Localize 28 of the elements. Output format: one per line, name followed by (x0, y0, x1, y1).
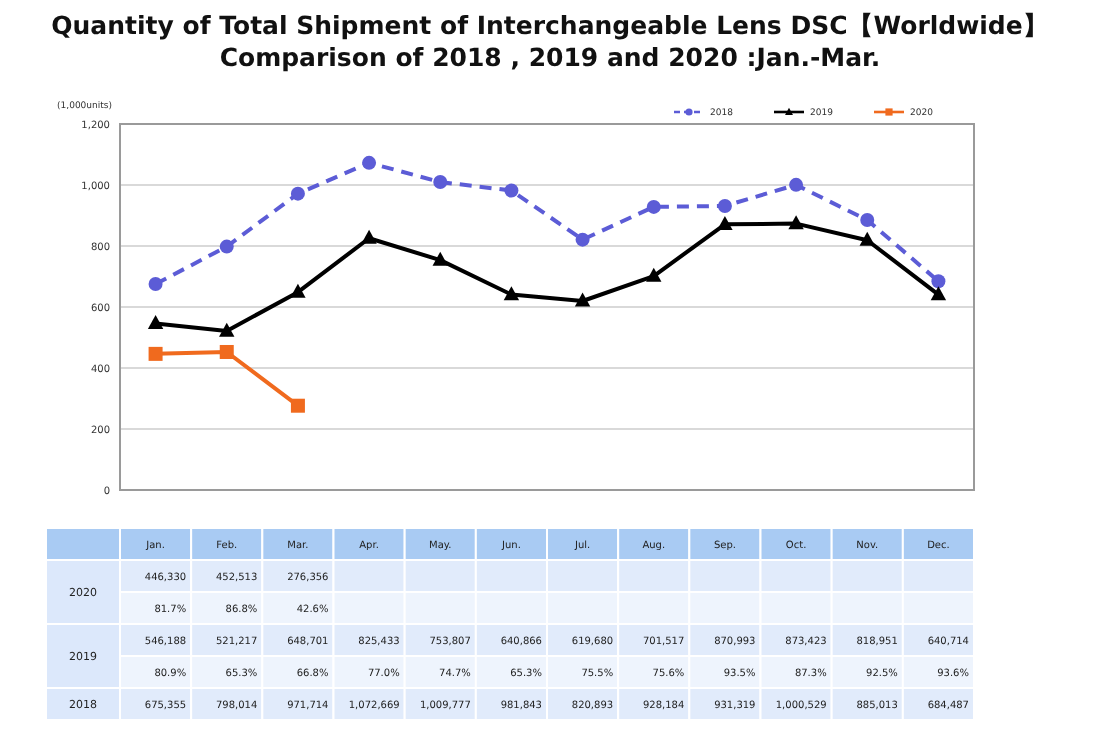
point (290, 186, 305, 201)
point (290, 283, 306, 298)
point (646, 267, 662, 282)
point (504, 183, 519, 198)
point (646, 199, 661, 214)
point (362, 155, 377, 170)
point (148, 346, 163, 361)
point (219, 344, 234, 359)
point (931, 274, 946, 289)
point (575, 232, 590, 247)
point (717, 198, 732, 213)
point (147, 315, 164, 330)
point (503, 286, 520, 301)
point (859, 231, 875, 246)
point (930, 286, 947, 301)
point (148, 277, 163, 292)
point (361, 229, 377, 244)
point (219, 239, 234, 254)
point (860, 213, 875, 228)
point (219, 322, 235, 337)
point (574, 292, 591, 307)
title: Quantity of Total Shipment of Interchangeable Lens DSC【Worldwide】 Comparison of 2018 , 2019 and 2020 :Jan.-Mar. (51, 10, 1049, 72)
point (432, 251, 448, 266)
point (290, 398, 305, 413)
point (788, 215, 804, 230)
point (433, 175, 448, 190)
point (789, 177, 804, 192)
point (717, 215, 733, 230)
